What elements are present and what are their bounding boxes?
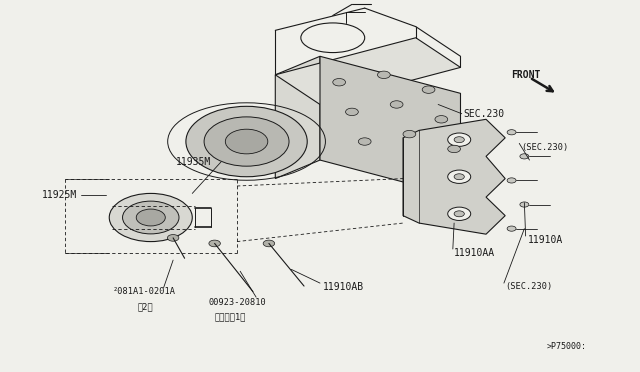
Circle shape [109,193,192,241]
Circle shape [507,226,516,231]
Text: 11935M: 11935M [176,157,212,167]
Circle shape [122,201,179,234]
Circle shape [186,106,307,177]
Circle shape [263,240,275,247]
Circle shape [346,108,358,116]
Circle shape [358,138,371,145]
Circle shape [209,240,220,247]
Circle shape [448,207,470,221]
Circle shape [520,154,529,159]
Circle shape [136,209,165,226]
Circle shape [520,202,529,207]
Circle shape [454,211,465,217]
Circle shape [448,170,470,183]
Circle shape [507,130,516,135]
Text: （2）: （2） [138,302,154,311]
Circle shape [403,131,416,138]
Polygon shape [320,56,461,197]
Circle shape [225,129,268,154]
Text: ²081A1-0201A: ²081A1-0201A [113,287,175,296]
Text: 11910A: 11910A [527,235,563,245]
Polygon shape [275,38,461,105]
Circle shape [378,71,390,78]
Text: 11925M: 11925M [42,190,77,200]
Text: FRONT: FRONT [511,70,541,80]
Circle shape [454,137,465,142]
Circle shape [204,117,289,166]
Circle shape [448,145,461,153]
Polygon shape [403,119,505,234]
Circle shape [168,235,179,241]
Text: SEC.230: SEC.230 [464,109,505,119]
Text: リング（1）: リング（1） [214,312,246,321]
Circle shape [422,86,435,93]
Circle shape [454,174,465,180]
Polygon shape [275,56,320,179]
Text: 00923-20810: 00923-20810 [208,298,266,307]
Text: 11910AA: 11910AA [454,248,495,258]
Circle shape [507,178,516,183]
Text: 11910AB: 11910AB [323,282,364,292]
Circle shape [435,116,448,123]
Text: (SEC.230): (SEC.230) [521,142,568,151]
Circle shape [333,78,346,86]
Circle shape [448,133,470,146]
Text: (SEC.230): (SEC.230) [505,282,552,291]
Circle shape [390,101,403,108]
Text: >P75000:: >P75000: [547,341,587,350]
